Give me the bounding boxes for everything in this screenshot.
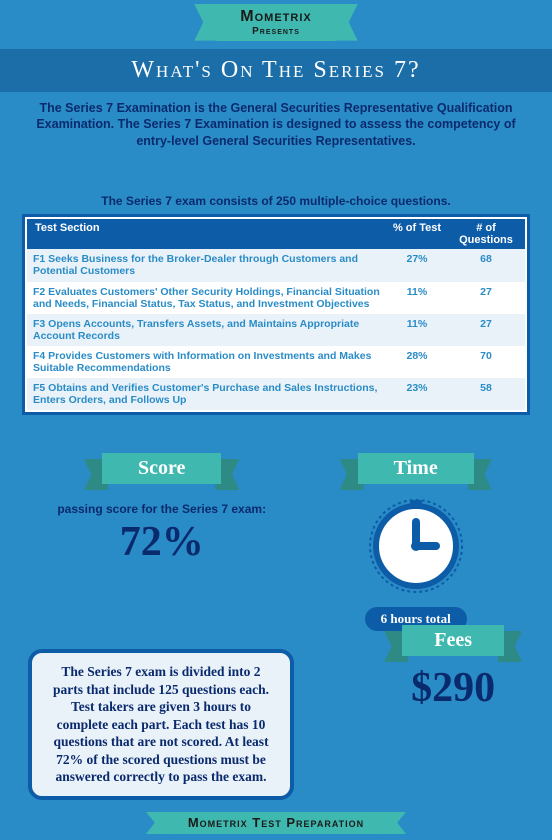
time-label: Time (358, 453, 474, 484)
cell-percent: 23% (387, 378, 447, 410)
table-row: F5 Obtains and Verifies Customer's Purch… (27, 378, 525, 410)
cell-percent: 11% (387, 282, 447, 314)
score-ribbon: Score (102, 453, 221, 484)
banner-notch-right (328, 4, 358, 41)
cell-questions: 70 (447, 346, 525, 378)
banner-notch-right (376, 812, 406, 834)
cell-section: F2 Evaluates Customers' Other Security H… (27, 282, 387, 314)
clock-icon (366, 496, 466, 601)
score-value: 72% (22, 518, 301, 566)
cell-section: F3 Opens Accounts, Transfers Assets, and… (27, 314, 387, 346)
banner-notch-left (146, 812, 176, 834)
score-column: Score passing score for the Series 7 exa… (22, 453, 301, 631)
time-column: Time 6 hours total (301, 453, 530, 631)
score-desc: passing score for the Series 7 exam: (22, 502, 301, 516)
publisher-banner: Mometrix Presents (216, 4, 335, 41)
fees-ribbon: Fees (402, 625, 504, 656)
cell-percent: 11% (387, 314, 447, 346)
cell-questions: 58 (447, 378, 525, 410)
cell-questions: 27 (447, 282, 525, 314)
table-row: F3 Opens Accounts, Transfers Assets, and… (27, 314, 525, 346)
table-row: F4 Provides Customers with Information o… (27, 346, 525, 378)
presents-text: Presents (240, 26, 311, 37)
top-banner: Mometrix Presents (216, 4, 335, 41)
header-section: Test Section (27, 219, 387, 249)
cell-section: F5 Obtains and Verifies Customer's Purch… (27, 378, 387, 410)
header-questions: # of Questions (447, 219, 525, 249)
score-label: Score (102, 453, 221, 484)
exam-table: Test Section % of Test # of Questions F1… (22, 214, 530, 415)
subtitle-text: The Series 7 Examination is the General … (0, 92, 552, 155)
lower-section: Score passing score for the Series 7 exa… (0, 453, 552, 631)
publisher-name: Mometrix (240, 8, 311, 26)
cell-percent: 28% (387, 346, 447, 378)
table-body: F1 Seeks Business for the Broker-Dealer … (27, 249, 525, 410)
table-row: F2 Evaluates Customers' Other Security H… (27, 282, 525, 314)
consist-line: The Series 7 exam consists of 250 multip… (0, 194, 552, 208)
cell-section: F1 Seeks Business for the Broker-Dealer … (27, 249, 387, 281)
exam-details-box: The Series 7 exam is divided into 2 part… (28, 649, 294, 800)
fees-value: $290 (402, 664, 504, 712)
cell-percent: 27% (387, 249, 447, 281)
fees-label: Fees (402, 625, 504, 656)
table-header: Test Section % of Test # of Questions (27, 219, 525, 249)
footer-label: Mometrix Test Preparation (188, 815, 364, 830)
header-percent: % of Test (387, 219, 447, 249)
fees-block: Fees $290 (402, 625, 504, 712)
cell-questions: 27 (447, 314, 525, 346)
table-row: F1 Seeks Business for the Broker-Dealer … (27, 249, 525, 281)
page-title: What's On The Series 7? (0, 49, 552, 92)
footer-banner: Mometrix Test Preparation (168, 812, 384, 834)
time-ribbon: Time (358, 453, 474, 484)
footer-text: Mometrix Test Preparation (168, 812, 384, 834)
cell-questions: 68 (447, 249, 525, 281)
banner-notch-left (194, 4, 224, 41)
cell-section: F4 Provides Customers with Information o… (27, 346, 387, 378)
